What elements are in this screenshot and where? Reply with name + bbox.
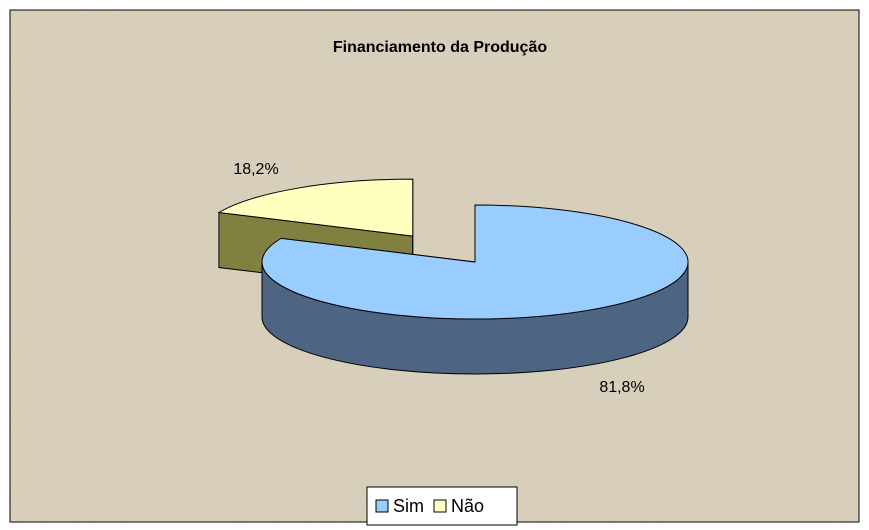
slice [261,204,689,320]
chart-title: Financiamento da Produção [333,39,547,56]
data-label: 18,2% [233,161,278,178]
legend: Sim Não [375,496,484,516]
slice [217,178,414,237]
legend-label: Não [451,496,484,516]
legend-swatch [375,499,389,513]
legend-swatch [433,499,447,513]
legend-label: Sim [393,496,424,516]
data-label: 81,8% [599,379,644,396]
pie: 81,8% 18,2% [217,161,689,396]
